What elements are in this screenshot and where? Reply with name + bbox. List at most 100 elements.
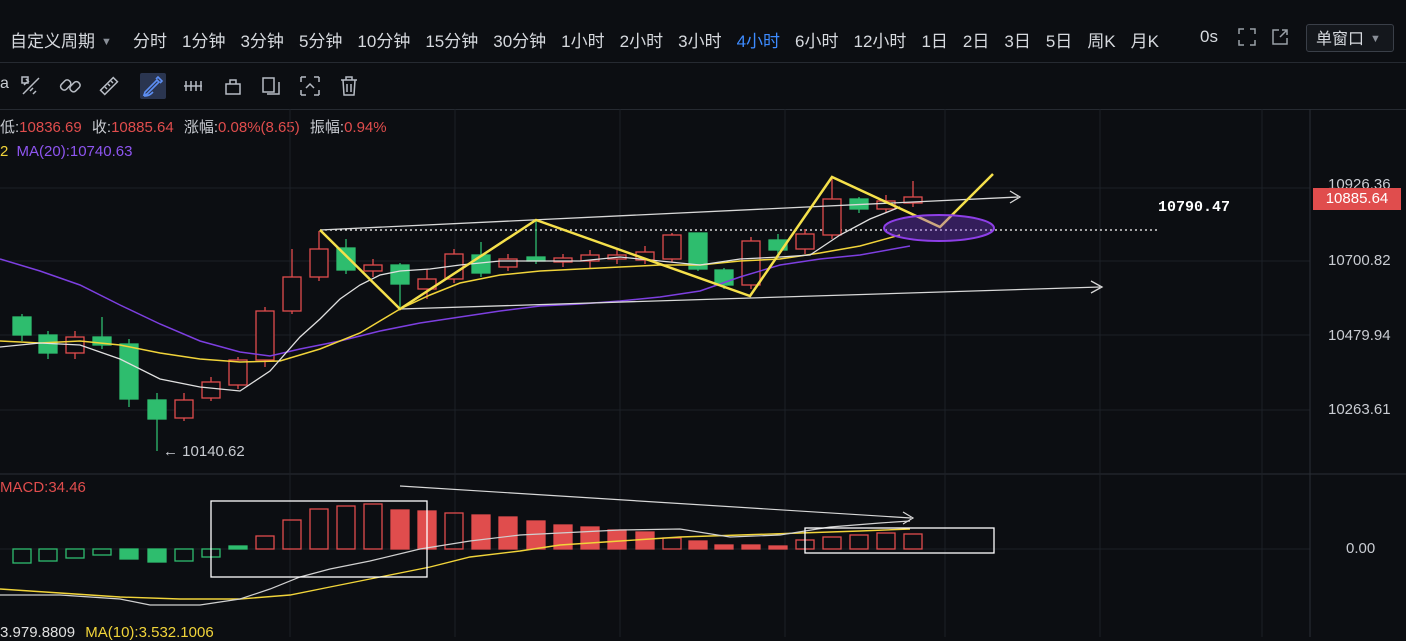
ruler-pen-icon[interactable]	[18, 73, 44, 99]
period-9[interactable]: 3小时	[678, 32, 722, 51]
chart-area[interactable]: 低:10836.69 收:10885.64 涨幅:0.08%(8.65) 振幅:…	[0, 109, 1406, 641]
candle-body	[119, 343, 139, 400]
bottom-text-a: 3.979.8809	[0, 624, 76, 641]
popout-icon[interactable]	[1270, 27, 1290, 47]
link-icon[interactable]	[57, 73, 83, 99]
low-label: 低:	[0, 119, 20, 136]
copy-icon[interactable]	[258, 73, 284, 99]
macd-bar	[876, 532, 896, 550]
amplitude-label: 振幅:	[309, 119, 345, 136]
macd-bar	[309, 508, 329, 550]
ma-slow-line	[0, 234, 901, 363]
macd-bar	[444, 512, 464, 550]
macd-bar	[635, 531, 655, 550]
candle-body	[336, 247, 356, 271]
macd-zero-label: 0.00	[1346, 540, 1376, 557]
period-15[interactable]: 3日	[1004, 32, 1031, 51]
period-5[interactable]: 15分钟	[425, 32, 479, 51]
macd-label: MACD:	[0, 479, 49, 496]
candle-body	[768, 239, 788, 251]
period-10[interactable]: 4小时	[736, 32, 781, 51]
candle-body	[309, 248, 329, 278]
candle-body	[553, 257, 573, 263]
highlight-ellipse[interactable]	[883, 214, 995, 242]
period-7[interactable]: 1小时	[561, 32, 605, 51]
chevron-down-icon: ▼	[101, 36, 112, 48]
toolbar-partial-text: a	[0, 75, 9, 92]
period-17[interactable]: 周K	[1087, 32, 1116, 51]
macd-box-left[interactable]	[210, 500, 428, 578]
macd-bar	[498, 516, 518, 550]
period-0[interactable]: 分时	[133, 32, 167, 51]
macd-box-right[interactable]	[804, 527, 995, 554]
period-2[interactable]: 3分钟	[240, 32, 284, 51]
macd-bar	[147, 548, 167, 563]
macd-bar	[119, 548, 139, 560]
candle-body	[92, 336, 112, 346]
macd-bar	[662, 537, 682, 550]
candle-body	[228, 359, 248, 386]
trash-icon[interactable]	[336, 73, 362, 99]
zigzag-pattern[interactable]	[319, 173, 994, 311]
macd-trend-line[interactable]	[399, 485, 912, 519]
bottom-text-b: MA(10):3.532.1006	[85, 624, 214, 641]
period-8[interactable]: 2小时	[619, 32, 664, 51]
ma20-label: MA(20):	[16, 143, 70, 160]
candles	[12, 177, 923, 451]
macd-bar	[903, 533, 923, 550]
period-16[interactable]: 5日	[1045, 32, 1073, 51]
period-12[interactable]: 12小时	[853, 32, 907, 51]
change-value: 0.08%(8.65)	[218, 119, 300, 136]
period-3[interactable]: 5分钟	[298, 32, 343, 51]
trend-lines[interactable]	[319, 190, 1104, 310]
lock-icon[interactable]	[220, 73, 246, 99]
candle-body	[147, 399, 167, 420]
macd-bar	[580, 526, 600, 550]
pattern-icon[interactable]	[180, 73, 206, 99]
price-tick-3: 10479.94	[1328, 327, 1391, 344]
window-mode-select[interactable]: 单窗口 ▼	[1306, 24, 1394, 52]
candle-body	[498, 258, 518, 268]
low-marker-label: ← 10140.62	[163, 443, 245, 460]
candle-body	[363, 264, 383, 272]
candle-body	[390, 264, 410, 285]
period-14[interactable]: 2日	[962, 32, 990, 51]
macd-arrow-head	[902, 511, 915, 525]
ma-fast-line	[0, 206, 901, 392]
amplitude-value: 0.94%	[344, 119, 387, 136]
custom-period-dropdown[interactable]: 自定义周期 ▼	[10, 27, 112, 52]
macd-bar	[12, 548, 32, 564]
macd-bar	[741, 544, 761, 550]
period-6[interactable]: 30分钟	[493, 32, 547, 51]
candle-body	[282, 276, 302, 312]
candle-body	[580, 254, 600, 262]
magnet-icon[interactable]	[297, 73, 323, 99]
fullscreen-icon[interactable]	[1237, 27, 1257, 47]
macd-bar	[174, 548, 194, 562]
candle-body	[741, 240, 761, 286]
period-13[interactable]: 1日	[921, 32, 948, 51]
ohlc-info: 低:10836.69 收:10885.64 涨幅:0.08%(8.65) 振幅:…	[0, 116, 387, 137]
ma20-value: 10740.63	[69, 143, 133, 160]
dif-line	[0, 520, 911, 606]
macd-bar	[553, 524, 573, 550]
ma-prefix: 2	[0, 143, 9, 160]
macd-info: MACD:34.46	[0, 479, 86, 496]
period-18[interactable]: 月K	[1130, 32, 1159, 51]
period-list: 分时 1分钟 3分钟 5分钟 10分钟 15分钟 30分钟 1小时 2小时 3小时 4小时 6小时 12…	[133, 27, 1174, 52]
window-mode-label: 单窗口	[1316, 31, 1365, 48]
brush-icon[interactable]	[140, 73, 166, 99]
macd-bar	[255, 535, 275, 550]
candle-body	[822, 198, 842, 236]
candle-body	[662, 234, 682, 260]
macd-bar	[822, 536, 842, 550]
close-label: 收:	[91, 119, 112, 136]
macd-bar	[390, 509, 410, 550]
pencil-ruler-icon[interactable]	[96, 73, 122, 99]
macd-bar	[849, 534, 869, 550]
candle-body	[201, 381, 221, 399]
candle-body	[795, 233, 815, 250]
period-4[interactable]: 10分钟	[357, 32, 411, 51]
period-1[interactable]: 1分钟	[182, 32, 226, 51]
period-11[interactable]: 6小时	[795, 32, 839, 51]
